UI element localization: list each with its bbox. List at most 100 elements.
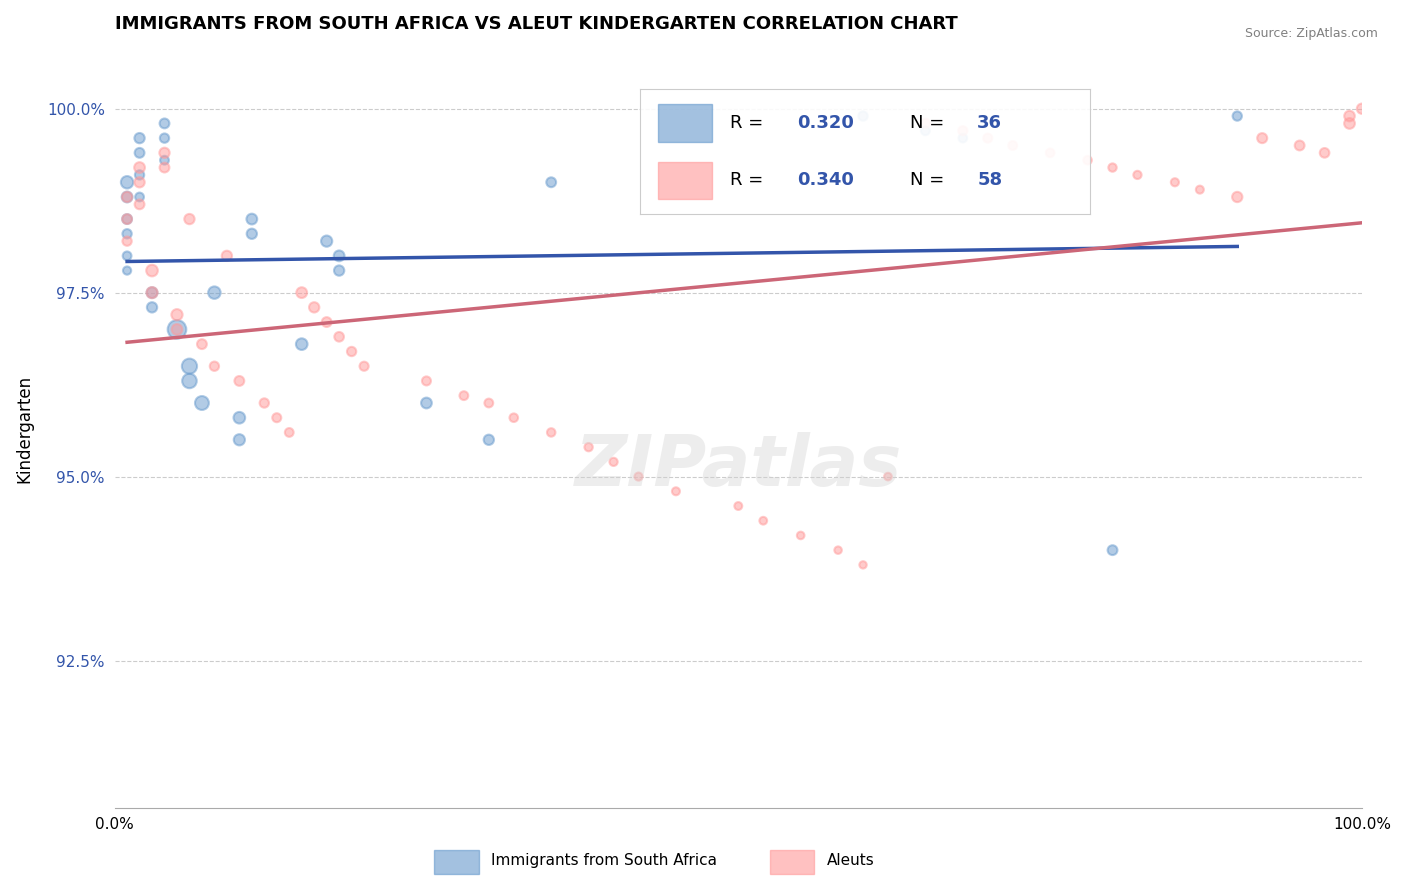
Point (315, 315, 337, 329)
Point (179, 212, 201, 227)
Point (141, 285, 163, 300)
Point (1313, 145, 1336, 160)
Point (153, 145, 176, 160)
Text: Source: ZipAtlas.com: Source: ZipAtlas.com (1244, 27, 1378, 40)
Point (1351, 102, 1374, 116)
Point (1001, 138, 1024, 153)
Text: 58: 58 (977, 171, 1002, 189)
Text: Immigrants from South Africa: Immigrants from South Africa (492, 854, 717, 868)
Text: ZIPatlas: ZIPatlas (575, 432, 903, 501)
Text: N =: N = (910, 114, 949, 132)
Point (914, 124, 936, 138)
Point (302, 301, 325, 315)
FancyBboxPatch shape (658, 104, 711, 142)
Point (128, 197, 150, 211)
Point (328, 330, 350, 344)
Point (340, 344, 363, 359)
Point (191, 396, 214, 410)
Point (215, 249, 238, 263)
Point (115, 190, 138, 204)
Point (328, 249, 350, 263)
Point (202, 285, 225, 300)
Point (789, 528, 811, 542)
Point (727, 499, 749, 513)
FancyBboxPatch shape (770, 849, 814, 874)
Point (228, 374, 250, 388)
Point (128, 168, 150, 182)
Point (153, 161, 176, 175)
Text: 0.340: 0.340 (797, 171, 853, 189)
Point (240, 227, 263, 241)
Text: IMMIGRANTS FROM SOUTH AFRICA VS ALEUT KINDERGARTEN CORRELATION CHART: IMMIGRANTS FROM SOUTH AFRICA VS ALEUT KI… (115, 15, 957, 33)
Point (166, 308, 188, 322)
Point (128, 161, 150, 175)
Point (602, 455, 624, 469)
Point (228, 433, 250, 447)
Point (540, 425, 562, 440)
Point (128, 175, 150, 189)
Point (353, 359, 375, 374)
Point (540, 175, 562, 189)
Point (415, 374, 437, 388)
Point (128, 131, 150, 145)
Point (914, 116, 936, 130)
Text: Aleuts: Aleuts (827, 854, 875, 868)
Point (1288, 138, 1310, 153)
Text: 0.320: 0.320 (797, 114, 853, 132)
Point (115, 234, 138, 248)
Text: R =: R = (730, 114, 769, 132)
Point (153, 131, 176, 145)
Point (1188, 183, 1211, 197)
Point (1226, 109, 1249, 123)
Point (1101, 543, 1123, 558)
Text: N =: N = (910, 171, 949, 189)
Point (1077, 153, 1099, 168)
Point (240, 212, 263, 227)
Point (153, 116, 176, 130)
Text: R =: R = (730, 171, 769, 189)
Point (291, 337, 314, 351)
Point (115, 263, 138, 277)
Point (315, 234, 337, 248)
Point (415, 396, 437, 410)
Y-axis label: Kindergarten: Kindergarten (15, 375, 32, 483)
Point (115, 212, 138, 227)
Point (253, 396, 276, 410)
Point (228, 410, 250, 425)
FancyBboxPatch shape (658, 161, 711, 199)
Point (191, 337, 214, 351)
Point (1126, 168, 1149, 182)
FancyBboxPatch shape (434, 849, 479, 874)
Point (752, 514, 775, 528)
Point (1039, 145, 1062, 160)
Point (1226, 190, 1249, 204)
Point (115, 175, 138, 189)
Point (478, 433, 501, 447)
Point (1101, 161, 1123, 175)
Point (179, 374, 201, 388)
Point (952, 131, 974, 145)
Point (153, 153, 176, 168)
Point (827, 543, 849, 558)
Point (291, 285, 314, 300)
Point (179, 359, 201, 374)
Point (627, 469, 650, 483)
Point (166, 322, 188, 336)
Point (578, 440, 600, 454)
Point (115, 190, 138, 204)
Point (453, 389, 475, 403)
Point (952, 124, 974, 138)
Point (115, 212, 138, 227)
Point (115, 227, 138, 241)
Point (1339, 109, 1361, 123)
Point (1164, 175, 1187, 189)
Point (1251, 131, 1274, 145)
Point (128, 145, 150, 160)
Point (1339, 116, 1361, 130)
Point (478, 396, 501, 410)
Point (141, 263, 163, 277)
Point (166, 322, 188, 336)
Point (502, 410, 524, 425)
Point (665, 484, 688, 499)
Point (141, 301, 163, 315)
